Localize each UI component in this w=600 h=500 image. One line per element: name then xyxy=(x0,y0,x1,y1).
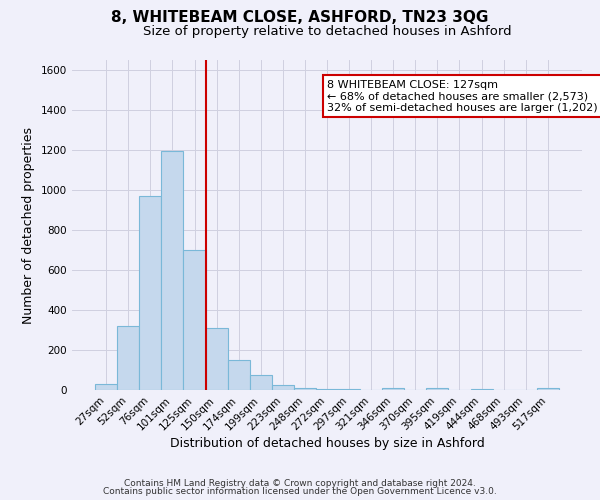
Bar xyxy=(294,388,316,390)
Y-axis label: Number of detached properties: Number of detached properties xyxy=(22,126,35,324)
Bar xyxy=(206,328,227,390)
Title: Size of property relative to detached houses in Ashford: Size of property relative to detached ho… xyxy=(143,25,511,38)
Text: 8 WHITEBEAM CLOSE: 127sqm
← 68% of detached houses are smaller (2,573)
32% of se: 8 WHITEBEAM CLOSE: 127sqm ← 68% of detac… xyxy=(327,80,600,113)
X-axis label: Distribution of detached houses by size in Ashford: Distribution of detached houses by size … xyxy=(170,438,484,450)
Text: Contains public sector information licensed under the Open Government Licence v3: Contains public sector information licen… xyxy=(103,487,497,496)
Bar xyxy=(161,151,184,390)
Bar xyxy=(95,384,117,390)
Bar xyxy=(427,388,448,390)
Bar xyxy=(184,250,206,390)
Bar xyxy=(250,375,272,390)
Bar xyxy=(117,326,139,390)
Bar xyxy=(382,388,404,390)
Bar xyxy=(316,389,338,390)
Bar xyxy=(272,385,294,390)
Bar xyxy=(139,196,161,390)
Bar xyxy=(537,388,559,390)
Bar xyxy=(227,360,250,390)
Text: Contains HM Land Registry data © Crown copyright and database right 2024.: Contains HM Land Registry data © Crown c… xyxy=(124,478,476,488)
Text: 8, WHITEBEAM CLOSE, ASHFORD, TN23 3QG: 8, WHITEBEAM CLOSE, ASHFORD, TN23 3QG xyxy=(112,10,488,25)
